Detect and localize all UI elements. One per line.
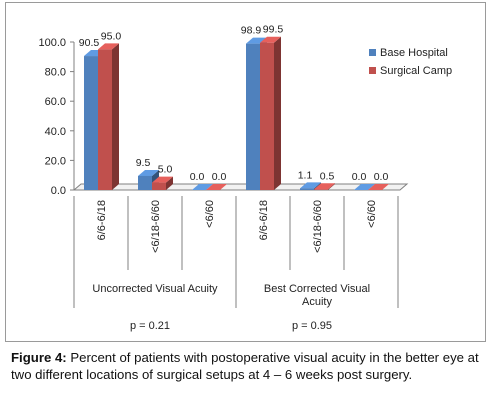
x-tick-label: <6/18-6/60 — [150, 200, 162, 253]
bar-surgical-camp — [152, 182, 166, 190]
caption-text: Percent of patients with postoperative v… — [11, 350, 479, 382]
bar-value-label: 0.5 — [320, 170, 335, 182]
bar-top-surgical-camp — [260, 36, 281, 43]
bar-value-label: 0.0 — [374, 171, 389, 183]
bar-base-hospital — [246, 43, 260, 191]
p-value-label: p = 0.95 — [292, 320, 332, 332]
bar-base-hospital — [138, 175, 152, 190]
bar-top-surgical-camp — [314, 183, 335, 190]
legend-swatch-base-hospital — [369, 49, 376, 56]
bar-value-label: 1.1 — [298, 169, 313, 181]
bar-value-label: 90.5 — [79, 37, 100, 49]
bar-top-surgical-camp — [206, 184, 227, 190]
x-tick-label: <6/60 — [366, 200, 378, 228]
group-label: Uncorrected Visual Acuity — [92, 283, 218, 295]
bar-value-label: 0.0 — [212, 171, 227, 183]
bar-surgical-camp — [260, 42, 274, 190]
bar-surgical-camp — [98, 49, 112, 191]
y-tick-label: 100.0 — [38, 37, 66, 49]
bar-value-label: 0.0 — [352, 171, 367, 183]
bar-value-label: 9.5 — [136, 157, 151, 169]
y-tick-label: 0.0 — [51, 185, 66, 197]
bar-base-hospital — [84, 56, 98, 191]
y-tick-label: 20.0 — [45, 155, 66, 167]
bar-value-label: 98.9 — [241, 25, 262, 37]
bar-base-hospital — [300, 188, 314, 190]
bar-top-base-hospital — [138, 169, 159, 176]
y-tick-label: 40.0 — [45, 126, 66, 138]
bar-top-surgical-camp — [152, 176, 173, 183]
legend-label: Base Hospital — [380, 47, 448, 59]
bar-side-surgical-camp — [112, 43, 119, 191]
x-tick-label: <6/18-6/60 — [312, 200, 324, 253]
group-label: Acuity — [302, 296, 332, 308]
p-value-label: p = 0.21 — [130, 320, 170, 332]
bar-value-label: 99.5 — [263, 24, 284, 36]
bar-value-label: 5.0 — [158, 164, 173, 176]
caption-label: Figure 4: — [11, 350, 67, 365]
y-tick-label: 60.0 — [45, 96, 66, 108]
legend-swatch-surgical-camp — [369, 67, 376, 74]
bar-top-surgical-camp — [368, 184, 389, 190]
bar-surgical-camp — [314, 189, 328, 190]
x-tick-label: 6/6-6/18 — [258, 200, 270, 240]
group-label: Best Corrected Visual — [264, 283, 370, 295]
bar-side-surgical-camp — [166, 176, 173, 190]
x-tick-label: <6/60 — [204, 200, 216, 228]
bar-value-label: 95.0 — [101, 30, 122, 42]
bar-side-surgical-camp — [274, 36, 281, 190]
bar-value-label: 0.0 — [190, 171, 205, 183]
bar-top-surgical-camp — [98, 43, 119, 50]
bar-side-surgical-camp — [328, 183, 335, 190]
bar-top-base-hospital — [300, 182, 321, 189]
y-tick-label: 80.0 — [45, 67, 66, 79]
legend-label: Surgical Camp — [380, 65, 452, 77]
figure-caption: Figure 4: Percent of patients with posto… — [11, 349, 486, 383]
x-tick-label: 6/6-6/18 — [96, 200, 108, 240]
